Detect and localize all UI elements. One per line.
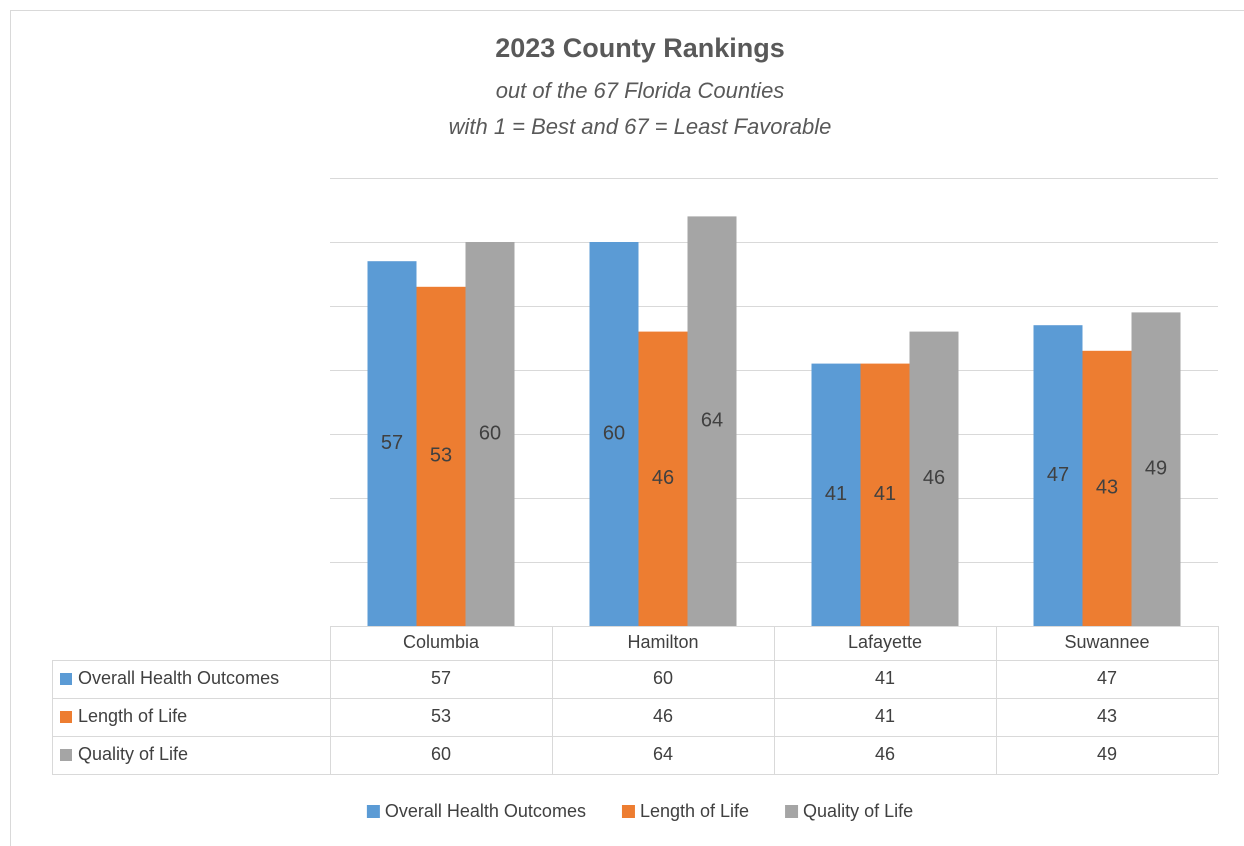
x-tick-label: Columbia	[403, 632, 480, 652]
bar	[465, 242, 515, 626]
table-cell: 49	[1097, 744, 1117, 764]
legend-label: Length of Life	[640, 801, 749, 821]
table-row-label: Overall Health Outcomes	[78, 668, 279, 688]
table-row-label: Length of Life	[78, 706, 187, 726]
x-tick-label: Hamilton	[627, 632, 698, 652]
x-tick-label: Suwannee	[1064, 632, 1149, 652]
bar	[1131, 312, 1181, 626]
bar	[416, 286, 466, 626]
bar	[638, 331, 688, 626]
table-cell: 60	[431, 744, 451, 764]
data-label: 53	[430, 445, 452, 467]
data-label: 41	[874, 483, 896, 505]
table-cell: 47	[1097, 668, 1117, 688]
bar	[367, 261, 417, 626]
chart-subtitle: with 1 = Best and 67 = Least Favorable	[449, 114, 832, 139]
legend-label: Quality of Life	[803, 801, 913, 821]
data-label: 41	[825, 483, 847, 505]
bar	[589, 242, 639, 626]
chart-border	[10, 10, 1244, 846]
chart-subtitle: out of the 67 Florida Counties	[496, 78, 785, 103]
data-label: 57	[381, 432, 403, 454]
data-label: 49	[1145, 457, 1167, 479]
legend-label: Overall Health Outcomes	[385, 801, 586, 821]
data-label: 46	[652, 467, 674, 489]
table-cell: 46	[875, 744, 895, 764]
legend-key	[60, 673, 72, 685]
bar	[909, 331, 959, 626]
bar	[687, 216, 737, 626]
table-cell: 41	[875, 706, 895, 726]
legend-key	[60, 711, 72, 723]
chart-title: 2023 County Rankings	[495, 33, 785, 63]
legend-key	[366, 805, 380, 818]
table-cell: 41	[875, 668, 895, 688]
table-row-label: Quality of Life	[78, 744, 188, 764]
legend-key	[621, 805, 635, 818]
table-cell: 43	[1097, 706, 1117, 726]
data-label: 43	[1096, 477, 1118, 499]
data-label: 60	[603, 422, 625, 444]
table-cell: 57	[431, 668, 451, 688]
legend-key	[60, 749, 72, 761]
data-label: 46	[923, 467, 945, 489]
table-cell: 46	[653, 706, 673, 726]
table-cell: 64	[653, 744, 673, 764]
data-label: 64	[701, 409, 723, 431]
bar	[860, 363, 910, 626]
bar	[1082, 350, 1132, 626]
table-cell: 53	[431, 706, 451, 726]
legend-key	[785, 805, 799, 818]
x-tick-label: Lafayette	[848, 632, 922, 652]
bar	[1033, 325, 1083, 626]
data-label: 47	[1047, 464, 1069, 486]
table-cell: 60	[653, 668, 673, 688]
data-label: 60	[479, 422, 501, 444]
bar	[811, 363, 861, 626]
